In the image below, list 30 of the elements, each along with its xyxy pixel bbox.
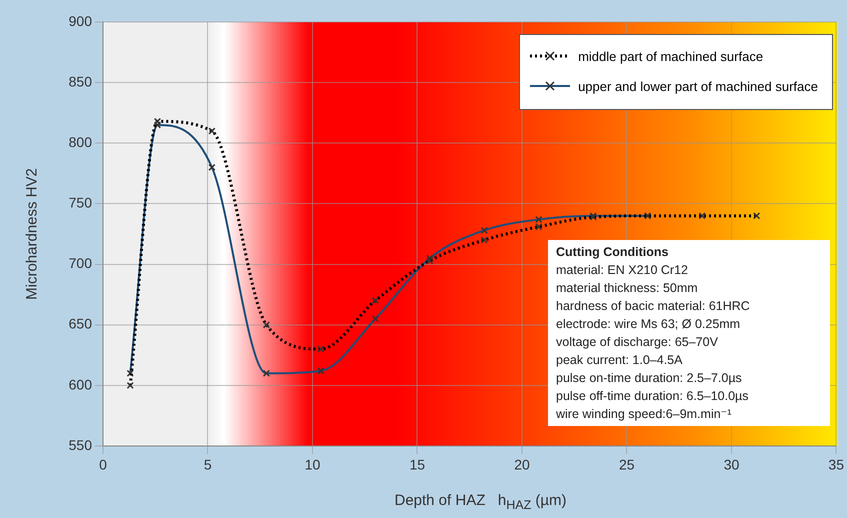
annotation: pulse on-time duration: 2.5–7.0µs (556, 370, 743, 387)
x-tick-label: 15 (409, 456, 426, 472)
x-tick-label: 35 (828, 456, 844, 472)
annotation: electrode: wire Ms 63; Ø 0.25mm (556, 316, 742, 333)
annotation: material thickness: 50mm (556, 280, 699, 297)
y-tick-label: 600 (68, 376, 92, 392)
legend-label: middle part of machined surface (578, 48, 764, 64)
legend-label: upper and lower part of machined surface (578, 78, 818, 94)
annotation: voltage of discharge: 65–70V (556, 334, 719, 351)
y-tick-label: 800 (68, 134, 92, 150)
x-tick-label: 30 (724, 456, 740, 472)
y-axis-title: Microhardness HV2 (24, 168, 40, 300)
x-tick-label: 25 (618, 456, 635, 472)
annotation: hardness of bacic material: 61HRC (556, 298, 751, 315)
x-tick-label: 20 (514, 456, 530, 472)
y-tick-label: 900 (68, 12, 92, 29)
y-tick-label: 550 (68, 436, 92, 453)
annotation: pulse off-time duration: 6.5–10.0µs (556, 388, 750, 405)
y-tick-label: 750 (68, 194, 92, 211)
annotation: wire winding speed:6–9m.min⁻¹ (556, 406, 732, 423)
x-tick-label: 0 (99, 456, 108, 472)
x-tick-label: 5 (204, 456, 212, 472)
y-tick-label: 650 (68, 316, 92, 332)
x-tick-label: 10 (304, 456, 320, 472)
annotation: peak current: 1.0–4.5A (556, 352, 684, 369)
y-tick-label: 850 (68, 73, 92, 90)
annotation: material: EN X210 Cr12 (556, 262, 690, 279)
annotation: Cutting Conditions (556, 244, 670, 261)
x-axis-title: Depth of HAZ h$_{HAZ}$ (µm) (394, 492, 567, 512)
y-tick-label: 700 (68, 255, 92, 272)
